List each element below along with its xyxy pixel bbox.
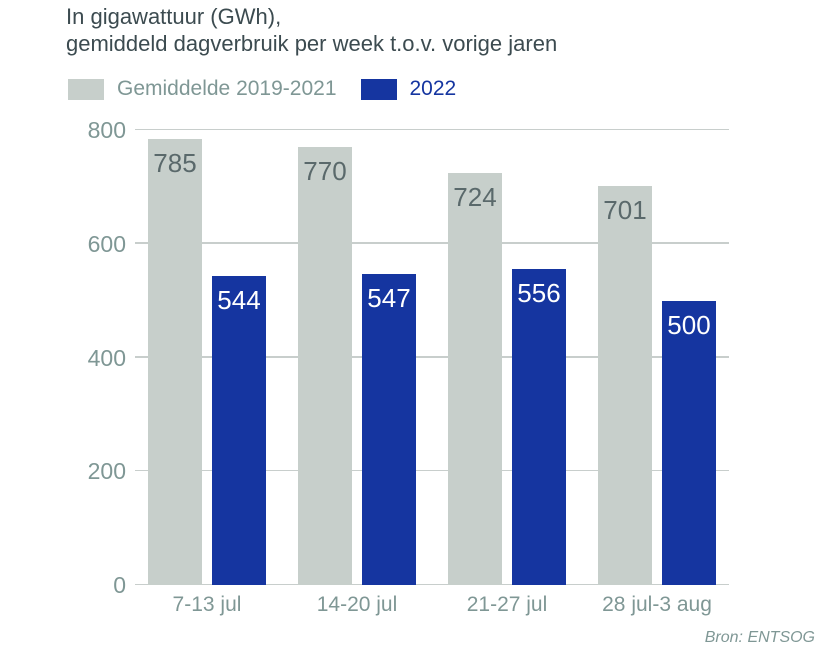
gridline [135, 242, 729, 244]
bar-group: 701 500 [598, 186, 716, 585]
bar-average: 701 [598, 186, 652, 585]
bar-value-label: 724 [453, 182, 497, 213]
x-tick-label: 14-20 jul [316, 593, 398, 616]
gridline [135, 469, 729, 472]
y-tick-label: 800 [87, 117, 126, 143]
bar-average: 724 [448, 173, 502, 585]
chart-title-line2: gemiddeld dagverbruik per week t.o.v. vo… [66, 31, 558, 56]
plot-area: 785 544 770 547 724 556 701 500 [135, 128, 729, 585]
gridline [135, 356, 729, 358]
bar-group: 785 544 [148, 138, 266, 585]
legend-item-2022: 2022 [360, 77, 457, 101]
chart-title: In gigawattuur (GWh), gemiddeld dagverbr… [66, 3, 557, 57]
bar-2022: 500 [662, 300, 716, 585]
bar-value-label: 544 [217, 284, 261, 315]
legend-swatch-2022 [360, 78, 397, 100]
bar-value-label: 770 [303, 156, 347, 187]
gridline [135, 128, 729, 130]
gridline [135, 583, 729, 585]
legend: Gemiddelde 2019-2021 2022 [68, 77, 456, 101]
legend-label-2022: 2022 [409, 77, 457, 100]
bar-average: 785 [148, 138, 202, 585]
bar-group: 770 547 [298, 147, 416, 585]
legend-swatch-average [68, 78, 104, 100]
y-tick-label: 0 [113, 572, 126, 598]
bar-value-label: 785 [153, 147, 197, 178]
y-axis: 0 200 400 600 800 [0, 117, 126, 598]
legend-label-average: Gemiddelde 2019-2021 [117, 77, 337, 100]
bar-group: 724 556 [448, 173, 566, 585]
bar-average: 770 [298, 147, 352, 585]
x-tick-label: 28 jul-3 aug [602, 593, 712, 616]
chart-title-line1: In gigawattuur (GWh), [66, 4, 282, 29]
source-credit: Bron: ENTSOG [704, 629, 815, 646]
y-tick-label: 600 [87, 230, 126, 257]
bar-value-label: 500 [667, 309, 711, 340]
x-axis: 7-13 jul 14-20 jul 21-27 jul 28 jul-3 aug [135, 593, 729, 623]
legend-item-average: Gemiddelde 2019-2021 [68, 77, 337, 101]
bar-value-label: 556 [517, 277, 561, 308]
y-tick-label: 400 [87, 344, 126, 371]
x-tick-label: 7-13 jul [172, 593, 242, 616]
bar-value-label: 701 [603, 195, 647, 226]
y-tick-label: 200 [87, 458, 126, 485]
bar-2022: 556 [512, 268, 566, 585]
x-tick-label: 21-27 jul [466, 593, 548, 616]
bar-value-label: 547 [367, 282, 411, 313]
bar-2022: 547 [362, 273, 416, 585]
bar-2022: 544 [212, 275, 266, 585]
